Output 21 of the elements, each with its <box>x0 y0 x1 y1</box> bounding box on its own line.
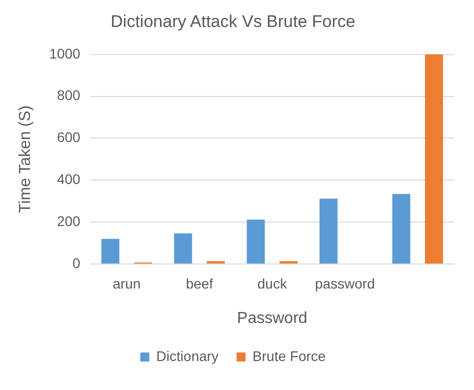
y-tick-label: 800 <box>56 87 81 104</box>
bar <box>425 54 443 264</box>
chart-title: Dictionary Attack Vs Brute Force <box>110 12 356 31</box>
y-tick-label: 600 <box>56 129 81 146</box>
legend-label: Dictionary <box>156 348 219 364</box>
bar <box>246 220 265 264</box>
legend-label: Brute Force <box>252 348 326 364</box>
x-tick-label: arun <box>112 275 141 292</box>
bar <box>320 198 338 264</box>
y-axis-title: Time Taken (S) <box>17 105 34 213</box>
x-tick-label: beef <box>186 275 214 292</box>
bar <box>101 238 120 264</box>
y-tick-label: 400 <box>56 171 81 188</box>
x-axis-title: Password <box>237 310 308 327</box>
x-tick-label: duck <box>257 275 288 292</box>
y-tick-label: 1000 <box>49 45 81 62</box>
y-tick-label: 200 <box>56 212 81 229</box>
y-tick-label: 0 <box>72 254 81 271</box>
bar <box>174 233 192 264</box>
bar <box>392 194 410 264</box>
x-tick-label: password <box>314 275 375 292</box>
